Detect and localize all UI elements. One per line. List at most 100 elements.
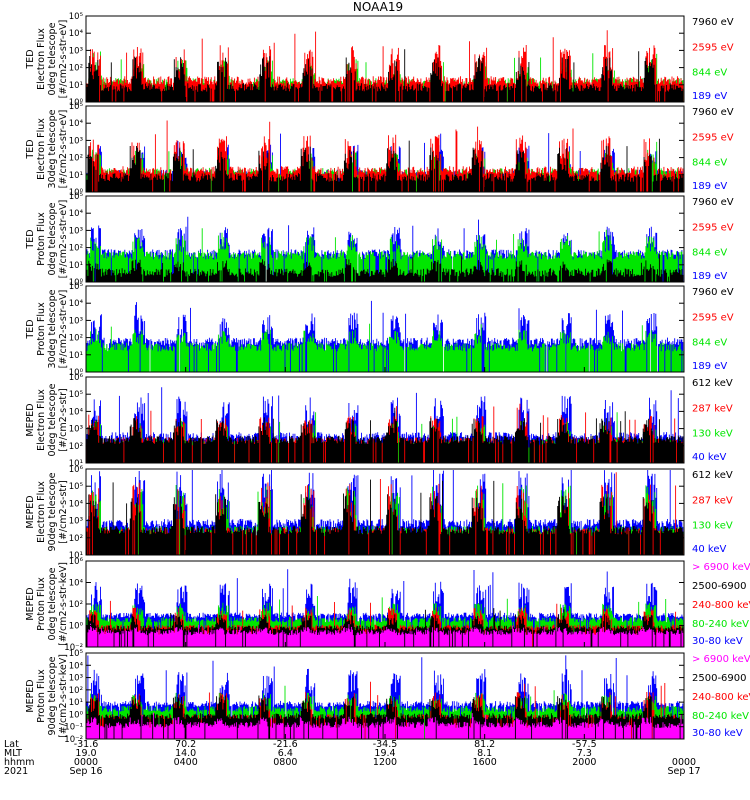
legend-entry-red: 2595 eV — [692, 42, 734, 53]
y-tick-label: 10¹ — [69, 261, 83, 271]
legend-entry-blue: 40 keV — [692, 452, 726, 463]
y-tick-label: 10⁻² — [64, 735, 83, 745]
y-tick-label: 10⁵ — [69, 12, 83, 22]
y-tick-label: 10² — [69, 64, 83, 74]
legend-entry-red: 240-800 keV — [692, 692, 750, 703]
x-tick-label: 6.4 — [278, 748, 293, 759]
y-tick-label: 10⁴ — [69, 579, 84, 589]
legend-entry-magenta: > 6900 keV — [692, 654, 750, 665]
x-tick-label: 8.1 — [477, 748, 492, 759]
x-tick-label: Sep 17 — [667, 766, 700, 777]
y-tick-label: 10⁴ — [69, 661, 84, 671]
y-axis-label-line: MEPED — [25, 495, 36, 528]
y-axis-label-line: MEPED — [25, 679, 36, 712]
x-row-label: hhmm — [4, 757, 35, 768]
legend-entry-red: 2595 eV — [692, 132, 734, 143]
x-tick-label: 81.2 — [474, 739, 495, 750]
y-axis-label-line: 30deg telescope — [47, 289, 58, 368]
y-axis-label-line: 0deg telescope — [47, 22, 58, 95]
y-tick-label: 10⁶ — [69, 465, 84, 475]
y-tick-label: 10³ — [69, 136, 83, 146]
x-tick-label: -34.5 — [373, 739, 398, 750]
legend-entry-red: 287 keV — [692, 495, 733, 506]
y-axis-label-line: MEPED — [25, 403, 36, 436]
y-tick-label: 10³ — [69, 425, 83, 435]
x-row-label: 2021 — [4, 766, 28, 777]
trace-green — [86, 323, 684, 372]
y-tick-label: 10⁵ — [69, 649, 83, 659]
x-tick-label: 0400 — [174, 757, 198, 768]
y-tick-label: 10⁰ — [69, 98, 84, 108]
trace-magenta — [86, 712, 684, 739]
y-tick-label: 10¹ — [69, 351, 83, 361]
x-row-label: Lat — [4, 739, 19, 750]
y-axis-label-line: [#/cm2-s-str] — [58, 480, 69, 543]
y-axis-label-line: MEPED — [25, 587, 36, 620]
legend-entry-green: 80-240 keV — [692, 619, 749, 630]
y-axis-label-line: 90deg telescope — [47, 656, 58, 735]
y-axis-label-line: 90deg telescope — [47, 472, 58, 551]
x-tick-label: 1600 — [473, 757, 497, 768]
x-tick-label: 0000 — [672, 757, 696, 768]
y-tick-label: 10¹ — [69, 459, 83, 469]
y-tick-label: 10² — [69, 534, 83, 544]
x-tick-label: 1200 — [373, 757, 397, 768]
y-tick-label: 10² — [69, 334, 83, 344]
y-tick-label: 10⁰ — [69, 188, 84, 198]
legend-entry-red: 240-800 keV — [692, 600, 750, 611]
legend-entry-magenta: > 6900 keV — [692, 562, 750, 573]
legend-entry-black: 7960 eV — [692, 107, 734, 118]
y-tick-label: 10¹ — [69, 698, 83, 708]
legend-entry-black: 2500-6900 — [692, 673, 747, 684]
trace-black — [86, 138, 684, 192]
legend-entry-red: 2595 eV — [692, 312, 734, 323]
legend-entry-red: 2595 eV — [692, 222, 734, 233]
y-tick-label: 10⁵ — [69, 482, 83, 492]
legend-entry-green: 844 eV — [692, 158, 727, 169]
x-tick-label: 19.0 — [75, 748, 96, 759]
y-tick-label: 10¹ — [69, 81, 83, 91]
legend-entry-black: 612 keV — [692, 470, 733, 481]
y-tick-label: 10³ — [69, 226, 83, 236]
legend-entry-blue: 40 keV — [692, 544, 726, 555]
panel-6: 10¹ 10² 10³ 10⁴ 10⁵ 10⁶ MEPED Electron Flux 90de… — [25, 465, 733, 561]
y-axis-label-line: Electron Flux — [36, 28, 47, 90]
trace-black — [86, 407, 684, 463]
panel-1: 10⁰ 10¹ 10² 10³ 10⁴ 10⁵ TED Electron Flux 0deg t… — [25, 12, 734, 108]
x-tick-label: -31.6 — [74, 739, 99, 750]
y-tick-label: 10⁵ — [69, 282, 83, 292]
x-tick-label: 0800 — [273, 757, 297, 768]
y-tick-label: 10⁵ — [69, 102, 83, 112]
y-axis-label-line: [#/cm2-s-str-eV] — [58, 20, 69, 99]
legend-entry-black: 7960 eV — [692, 17, 734, 28]
legend-entry-green: 130 keV — [692, 521, 733, 532]
legend-entry-blue: 189 eV — [692, 361, 727, 372]
legend-entry-green: 80-240 keV — [692, 711, 749, 722]
y-tick-label: 10⁶ — [69, 557, 84, 567]
legend-entry-blue: 30-80 keV — [692, 636, 743, 647]
y-tick-label: 10² — [69, 154, 83, 164]
panel-8: 10⁻² 10⁻¹ 10⁰ 10¹ 10² 10³ 10⁴ 10⁵ MEPED Proton Fl… — [25, 649, 750, 745]
y-axis-label-line: 30deg telescope — [47, 109, 58, 188]
legend-entry-black: 612 keV — [692, 378, 733, 389]
y-tick-label: 10⁻¹ — [64, 723, 83, 733]
panel-5: 10¹ 10² 10³ 10⁴ 10⁵ 10⁶ MEPED Electron Flux 0deg… — [25, 373, 733, 469]
y-tick-label: 10⁴ — [69, 407, 84, 417]
legend-entry-blue: 189 eV — [692, 271, 727, 282]
legend-entry-black: 7960 eV — [692, 287, 734, 298]
legend-entry-black: 7960 eV — [692, 197, 734, 208]
y-tick-label: 10⁴ — [69, 119, 84, 129]
y-axis-label-line: Proton Flux — [36, 302, 47, 356]
panel-2: 10⁰ 10¹ 10² 10³ 10⁴ 10⁵ TED Electron Flux 30deg … — [25, 102, 734, 198]
y-tick-label: 10¹ — [69, 171, 83, 181]
y-axis-label-line: Electron Flux — [36, 389, 47, 451]
y-axis-label-line: TED — [25, 229, 36, 249]
x-tick-label: 0000 — [74, 757, 98, 768]
y-tick-label: 10⁰ — [69, 368, 84, 378]
x-tick-label: 70.2 — [175, 739, 196, 750]
y-axis-label-line: [#/cm2-s-str-eV] — [58, 290, 69, 369]
y-tick-label: 10³ — [69, 316, 83, 326]
panel-7: 10⁻² 10⁰ 10² 10⁴ 10⁶ MEPED Proton Flux 0deg tel… — [25, 557, 750, 653]
y-axis-label-line: [#/cm2-s-str-eV] — [58, 110, 69, 189]
figure-title: NOAA19 — [353, 0, 403, 14]
